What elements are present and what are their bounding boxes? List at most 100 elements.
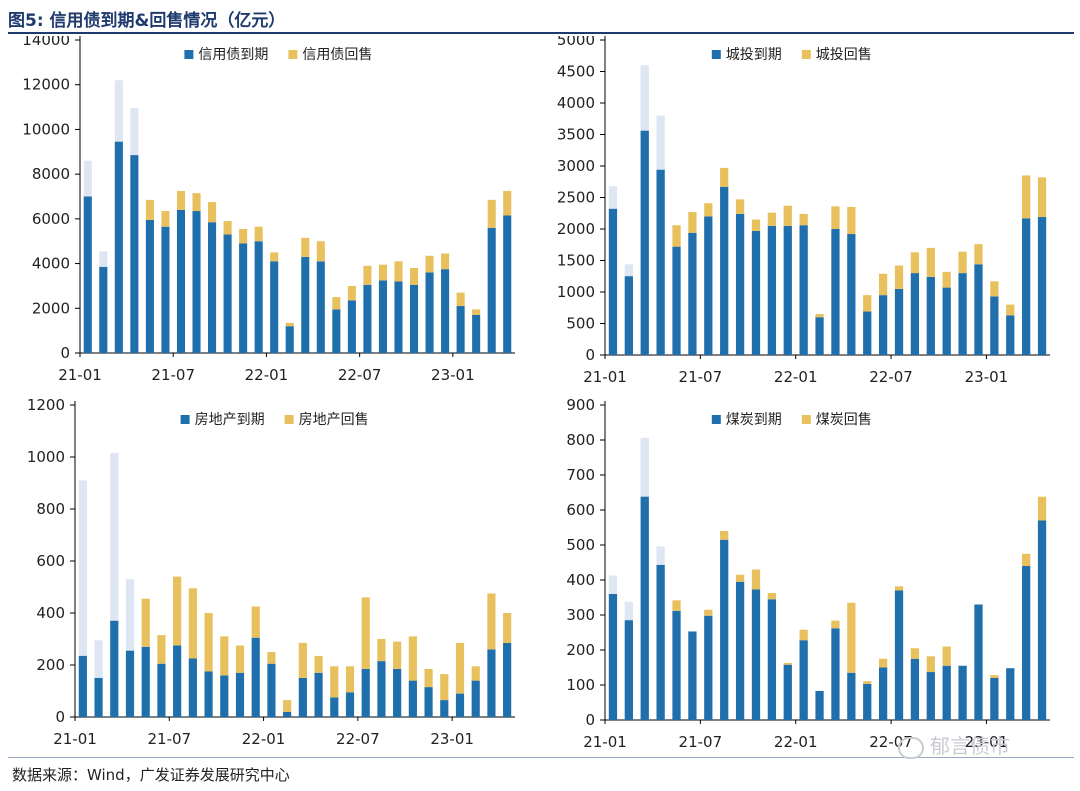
- bar-putback: [926, 656, 935, 673]
- bar-putback: [314, 655, 323, 673]
- bar-putback: [472, 309, 481, 315]
- legend-label-putback: 煤炭回售: [816, 412, 872, 428]
- bar-putback: [783, 662, 792, 665]
- bar-maturity: [926, 672, 935, 720]
- bar-putback: [455, 642, 465, 694]
- bar-putback: [393, 641, 402, 669]
- y-tick-label: 3000: [557, 157, 595, 175]
- y-tick-label: 600: [36, 552, 65, 570]
- bar-putback: [783, 205, 792, 226]
- legend-label-putback: 房地产回售: [299, 412, 369, 428]
- y-tick-label: 2000: [32, 299, 70, 317]
- bar-maturity: [487, 227, 496, 353]
- bar-maturity: [394, 281, 403, 353]
- bar-maturity: [974, 264, 983, 355]
- bar-maturity: [332, 309, 341, 353]
- bar-maturity: [503, 642, 512, 717]
- bar-putback: [145, 199, 154, 220]
- bar-maturity: [720, 186, 729, 355]
- bar-maturity: [1037, 520, 1047, 720]
- y-tick-label: 700: [566, 466, 595, 484]
- bar-putback: [188, 588, 197, 659]
- bar-maturity: [283, 711, 292, 717]
- watermark: 郁言债市: [898, 730, 1010, 759]
- bar-putback: [720, 531, 729, 540]
- y-tick-label: 800: [566, 431, 595, 449]
- bar-maturity: [878, 295, 888, 355]
- bar-putback: [672, 225, 681, 247]
- bar-maturity: [783, 664, 792, 720]
- y-tick-label: 10000: [22, 120, 70, 138]
- bar-maturity: [1006, 668, 1015, 720]
- bar-maturity: [847, 234, 856, 355]
- bar-maturity: [688, 631, 697, 720]
- bar-maturity: [688, 232, 697, 355]
- chart-coal-bonds: 0 100 200 300 400 500 600 700 800 900 21-01 21-07 22…: [566, 396, 1050, 751]
- bar-putback: [799, 629, 808, 641]
- bar-maturity: [815, 317, 824, 355]
- bar-maturity: [831, 229, 840, 355]
- bar-putback: [751, 219, 761, 231]
- bar-maturity: [347, 300, 356, 353]
- bar-maturity: [173, 645, 182, 717]
- bar-maturity: [1006, 315, 1015, 355]
- x-tick-label: 22-07: [338, 366, 382, 384]
- bar-putback: [831, 620, 840, 629]
- bar-maturity: [204, 671, 213, 717]
- y-tick-label: 4000: [557, 94, 595, 112]
- bar-putback: [204, 613, 213, 672]
- bar-maturity: [145, 219, 154, 353]
- legend-swatch-maturity: [184, 50, 194, 59]
- bar-maturity: [503, 215, 512, 353]
- bar-putback: [409, 268, 419, 285]
- x-tick-label: 23-01: [965, 733, 1009, 751]
- bar-maturity: [910, 273, 920, 355]
- bar-maturity: [314, 672, 323, 717]
- bar-putback: [283, 700, 292, 712]
- bar-maturity: [424, 687, 433, 717]
- bar-putback: [220, 636, 229, 676]
- bar-maturity: [720, 539, 729, 720]
- bar-putback: [974, 244, 983, 265]
- bar-putback: [487, 199, 496, 228]
- bar-putback: [878, 273, 888, 296]
- bar-putback: [208, 202, 217, 223]
- y-tick-label: 0: [585, 346, 595, 364]
- bar-putback: [942, 646, 951, 666]
- bar-background: [125, 579, 135, 717]
- bar-maturity: [141, 646, 150, 717]
- bar-maturity: [656, 169, 665, 355]
- bar-putback: [720, 167, 729, 187]
- bar-maturity: [672, 610, 681, 720]
- bar-maturity: [110, 620, 119, 717]
- y-tick-label: 8000: [32, 165, 70, 183]
- bar-maturity: [298, 678, 307, 717]
- bar-maturity: [130, 155, 139, 353]
- bar-maturity: [192, 211, 201, 353]
- bar-putback: [894, 586, 904, 591]
- bar-putback: [157, 635, 166, 664]
- bar-maturity: [640, 130, 649, 355]
- y-tick-label: 0: [55, 708, 65, 726]
- bar-maturity: [285, 326, 294, 353]
- bar-putback: [767, 212, 777, 226]
- bar-putback: [251, 606, 260, 638]
- x-tick-label: 23-01: [430, 730, 474, 748]
- bar-maturity: [235, 672, 245, 717]
- bar-maturity: [799, 225, 808, 355]
- y-tick-label: 4000: [32, 255, 70, 273]
- bar-maturity: [114, 141, 123, 353]
- y-tick-label: 4500: [557, 63, 595, 81]
- bar-maturity: [704, 615, 713, 720]
- bar-maturity: [208, 222, 217, 353]
- y-tick-label: 400: [36, 604, 65, 622]
- bar-putback: [1006, 304, 1015, 316]
- y-tick-label: 1000: [27, 448, 65, 466]
- bar-putback: [926, 247, 935, 277]
- legend-label-maturity: 房地产到期: [195, 412, 265, 428]
- y-tick-label: 3500: [557, 126, 595, 144]
- bar-background: [110, 453, 119, 717]
- bar-maturity: [440, 700, 449, 717]
- bar-putback: [503, 190, 512, 216]
- y-tick-label: 0: [585, 711, 595, 729]
